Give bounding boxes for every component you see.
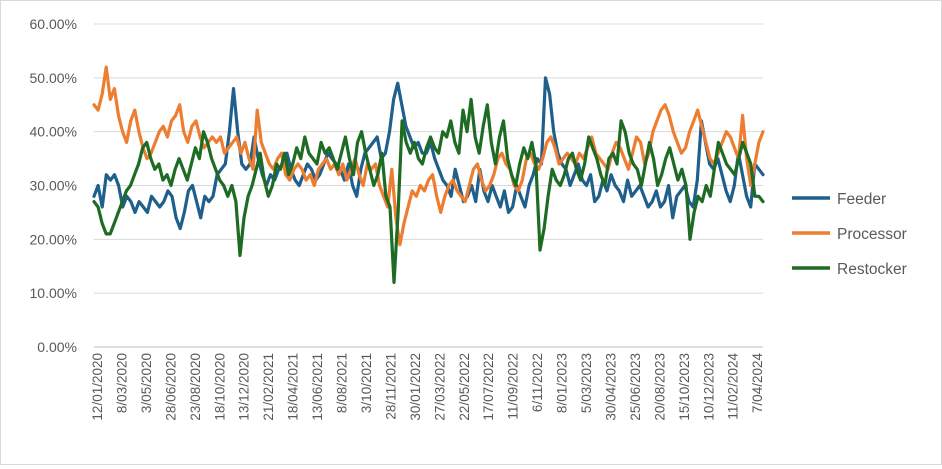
legend: Feeder Processor Restocker: [792, 191, 907, 278]
x-tick-label: 30/04/2023: [603, 353, 618, 421]
gridlines: [94, 23, 763, 348]
legend-label-feeder: Feeder: [837, 191, 886, 208]
x-tick-label: 8/01/2023: [555, 353, 570, 413]
series-line-restocker: [92, 97, 765, 284]
y-axis-ticks: 0.00% 10.00% 20.00% 30.00% 40.00% 50.00% 60.00…: [30, 16, 77, 355]
series-lines: [92, 65, 765, 284]
x-tick-label: 23/08/2020: [188, 353, 203, 421]
y-tick-label: 20.00%: [30, 231, 77, 247]
x-tick-label: 30/01/2022: [408, 353, 423, 421]
x-tick-label: 27/03/2022: [432, 353, 447, 421]
x-tick-label: 25/06/2023: [628, 353, 643, 421]
series-line-feeder: [92, 76, 765, 231]
x-tick-label: 13/06/2021: [310, 353, 325, 421]
x-tick-label: 18/04/2021: [286, 353, 301, 421]
y-tick-label: 50.00%: [30, 70, 77, 86]
y-tick-label: 30.00%: [30, 178, 77, 194]
x-tick-label: 20/08/2023: [652, 353, 667, 421]
y-tick-label: 60.00%: [30, 16, 77, 32]
x-tick-label: 28/06/2020: [163, 353, 178, 421]
x-tick-label: 28/11/2021: [383, 353, 398, 420]
x-tick-label: 10/12/2023: [701, 353, 716, 421]
y-tick-label: 10.00%: [30, 285, 77, 301]
legend-label-restocker: Restocker: [837, 261, 907, 278]
series-line-processor: [92, 65, 765, 247]
y-tick-label: 0.00%: [37, 339, 77, 355]
x-tick-label: 21/02/2021: [261, 353, 276, 421]
x-tick-label: 8/03/2020: [114, 353, 129, 413]
x-tick-label: 13/12/2020: [237, 353, 252, 421]
x-tick-label: 11/09/2022: [506, 353, 521, 420]
x-tick-label: 11/02/2024: [726, 353, 741, 420]
x-tick-label: 7/04/2024: [750, 353, 765, 414]
x-tick-label: 8/08/2021: [335, 353, 350, 413]
x-axis-ticks: 12/01/2020 8/03/2020 3/05/2020 28/06/2020 23…: [90, 353, 765, 421]
x-tick-label: 5/03/2023: [579, 353, 594, 413]
x-tick-label: 17/07/2022: [481, 353, 496, 421]
x-tick-label: 15/10/2023: [677, 353, 692, 421]
x-tick-label: 3/05/2020: [139, 353, 154, 413]
x-tick-label: 22/05/2022: [457, 353, 472, 421]
x-tick-label: 3/10/2021: [359, 353, 374, 413]
x-tick-label: 6/11/2022: [530, 353, 545, 412]
legend-label-processor: Processor: [837, 226, 907, 243]
x-tick-label: 18/10/2020: [212, 353, 227, 421]
y-tick-label: 40.00%: [30, 124, 77, 140]
x-tick-label: 12/01/2020: [90, 353, 105, 421]
